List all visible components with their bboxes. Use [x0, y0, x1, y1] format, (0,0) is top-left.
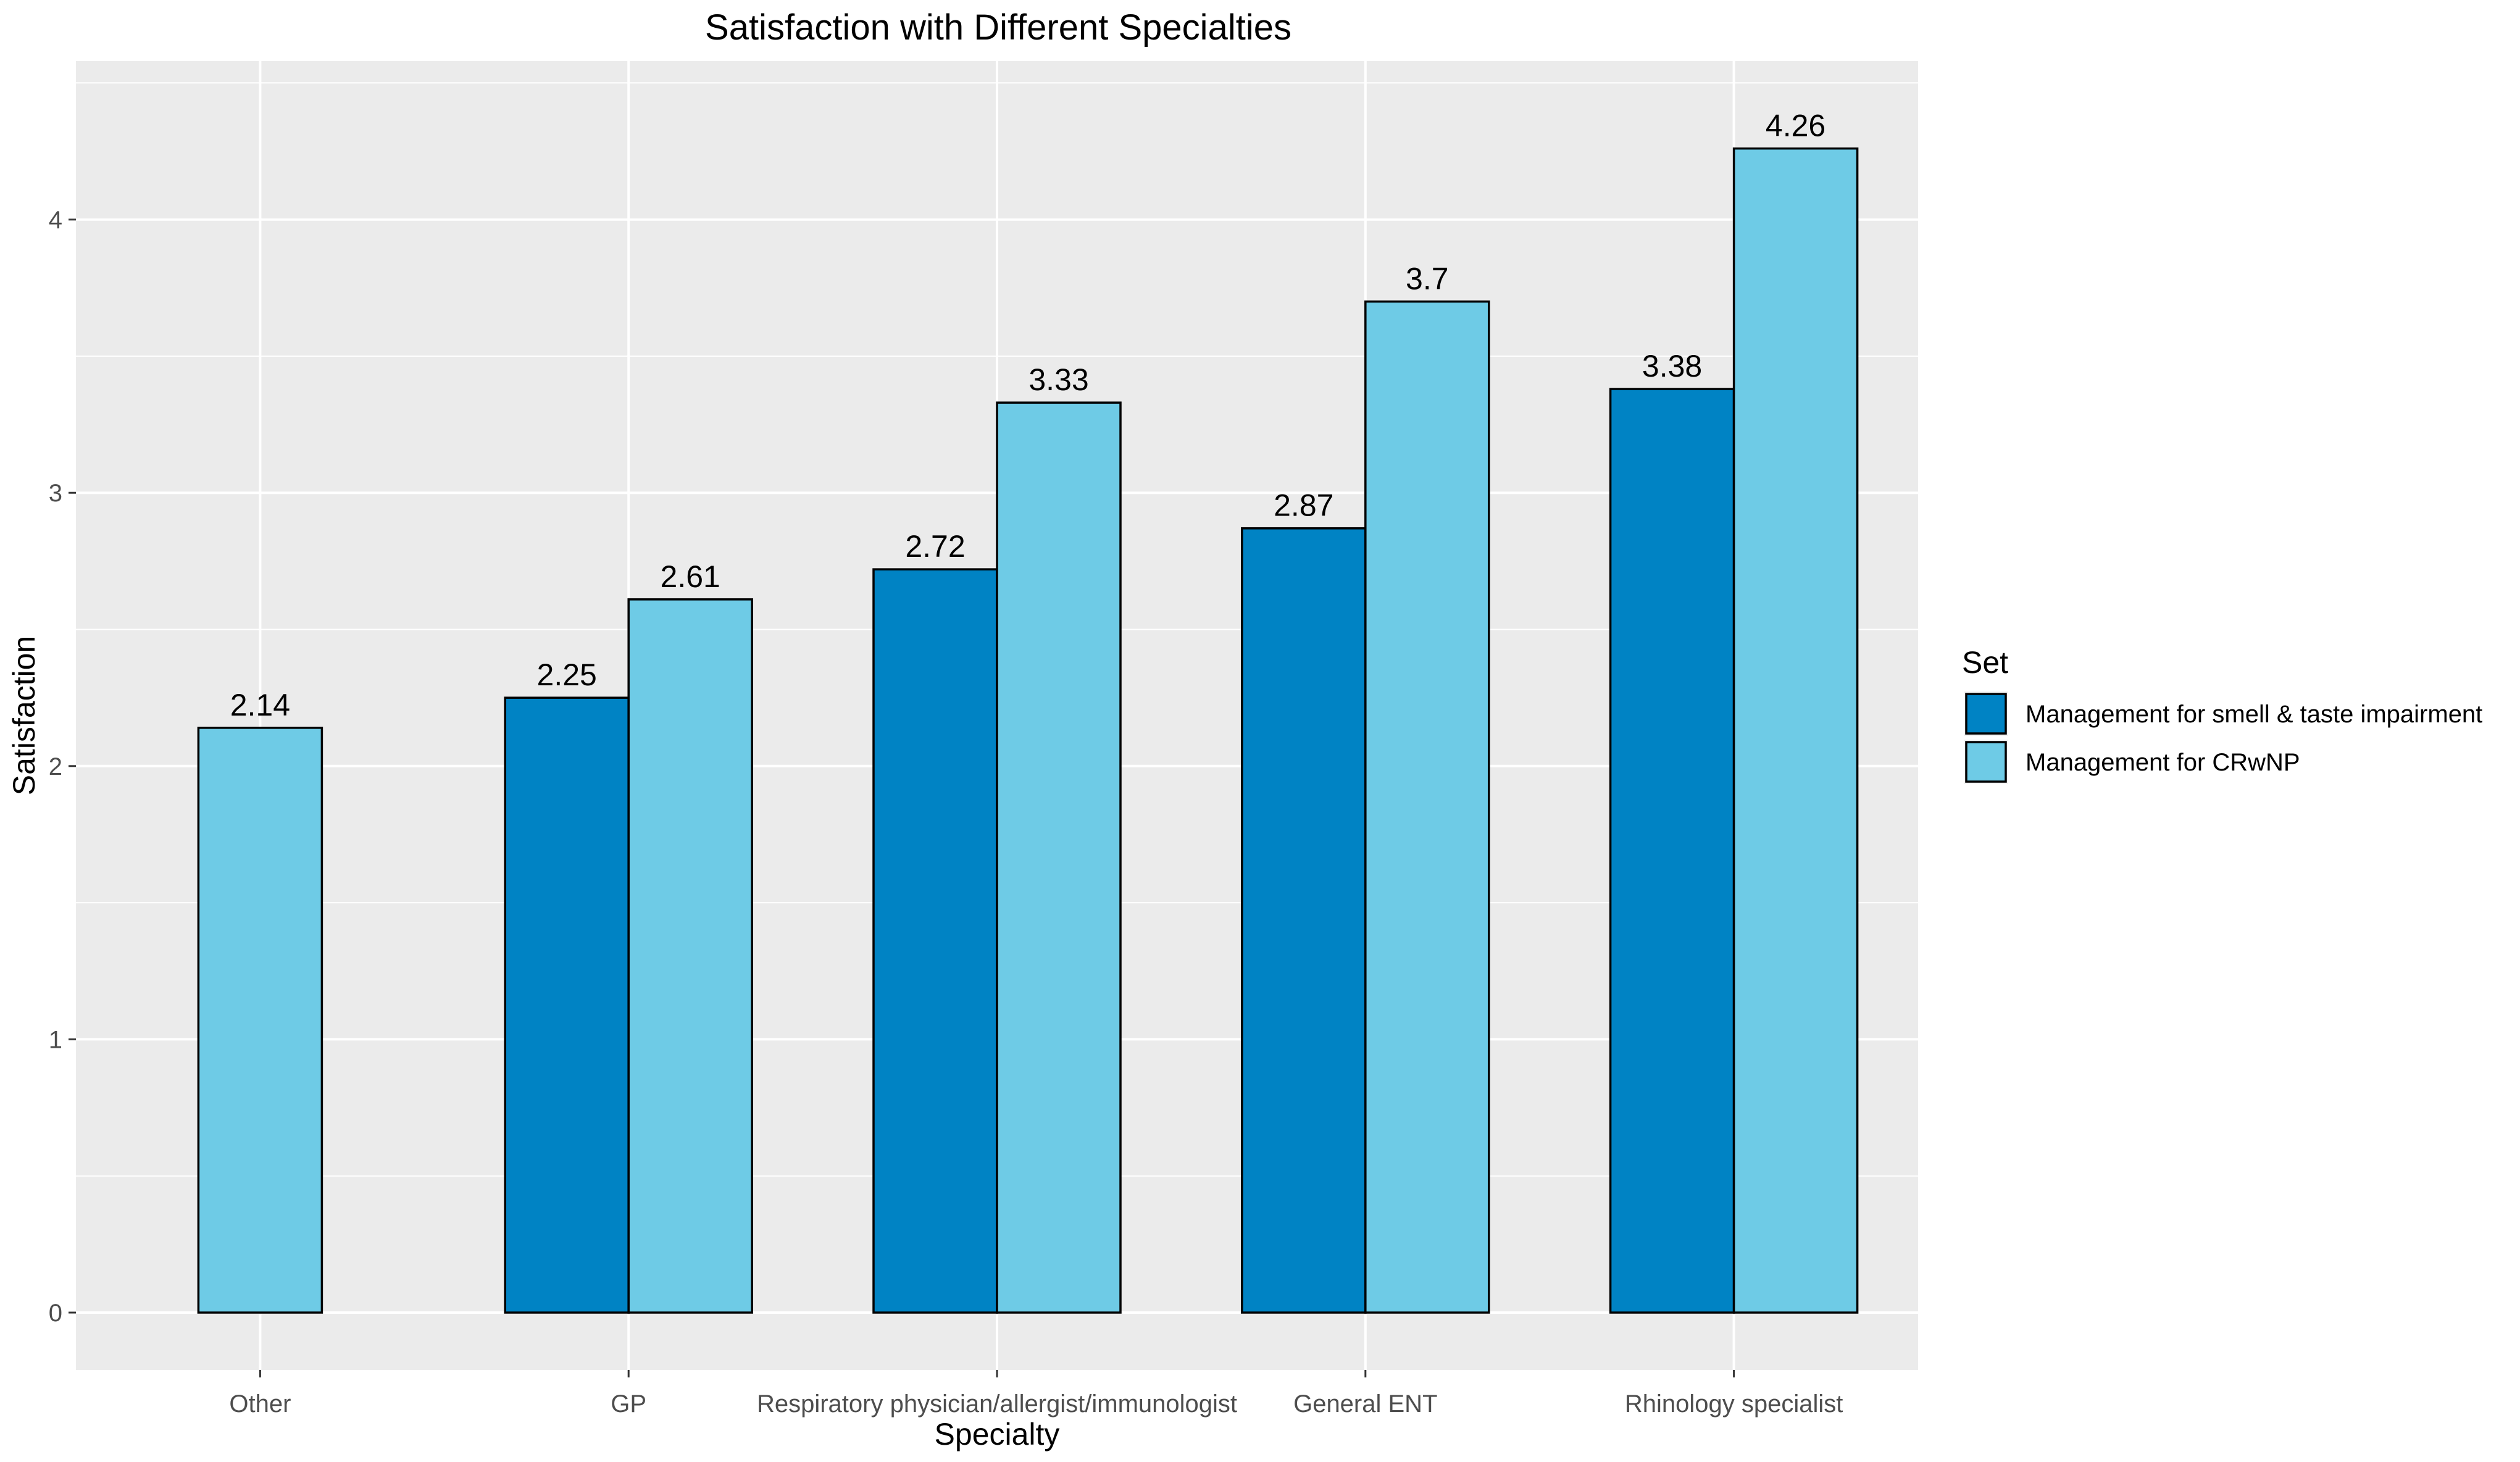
- y-axis: 0 1 2 3 4: [49, 207, 76, 1327]
- bar-value-label: 3.33: [1028, 362, 1088, 397]
- y-tick-label: 4: [49, 207, 62, 234]
- y-tick-label: 3: [49, 480, 62, 507]
- bar-value-label: 3.7: [1406, 261, 1449, 296]
- legend-swatch: [1965, 741, 2007, 783]
- x-axis: Other GP Respiratory physician/allergist/i…: [229, 1370, 1843, 1418]
- y-tick-label: 0: [49, 1300, 62, 1327]
- x-tick-label: General ENT: [1293, 1390, 1437, 1418]
- x-tick-label: Other: [229, 1390, 291, 1418]
- bar-labels: 2.14 2.25 2.61 2.72 3.33 2.87 3.7 3.38 4.26: [230, 109, 1826, 722]
- x-axis-title: Specialty: [935, 1417, 1060, 1452]
- y-tick-label: 1: [49, 1026, 62, 1053]
- bar: [1364, 300, 1490, 1314]
- bar: [1732, 147, 1859, 1314]
- bars: [197, 147, 1859, 1314]
- legend-title: Set: [1962, 645, 2008, 680]
- y-axis-title: Satisfaction: [7, 636, 41, 795]
- bar-value-label: 3.38: [1642, 349, 1702, 383]
- legend: Set Management for smell & taste impairm…: [1962, 645, 2482, 784]
- bar-value-label: 2.72: [905, 529, 965, 564]
- bar: [504, 696, 630, 1314]
- legend-label: Management for smell & taste impairment: [2026, 701, 2482, 728]
- bar: [996, 401, 1122, 1314]
- chart-title: Satisfaction with Different Specialties: [705, 7, 1291, 48]
- legend-swatch: [1965, 693, 2007, 735]
- bar: [627, 598, 753, 1314]
- bar: [1609, 388, 1735, 1314]
- bar-value-label: 2.87: [1274, 488, 1333, 523]
- x-tick-label: Rhinology specialist: [1625, 1390, 1843, 1418]
- bar: [197, 727, 323, 1314]
- bar-value-label: 2.61: [661, 559, 720, 594]
- y-tick-label: 2: [49, 753, 62, 780]
- x-tick-label: Respiratory physician/allergist/immunolo…: [757, 1390, 1237, 1418]
- x-tick-label: GP: [611, 1390, 646, 1418]
- bar-value-label: 4.26: [1766, 109, 1825, 143]
- bar-value-label: 2.25: [537, 658, 597, 692]
- legend-label: Management for CRwNP: [2026, 749, 2300, 776]
- bar: [1241, 527, 1367, 1314]
- bar: [872, 568, 998, 1314]
- bar-value-label: 2.14: [230, 688, 290, 722]
